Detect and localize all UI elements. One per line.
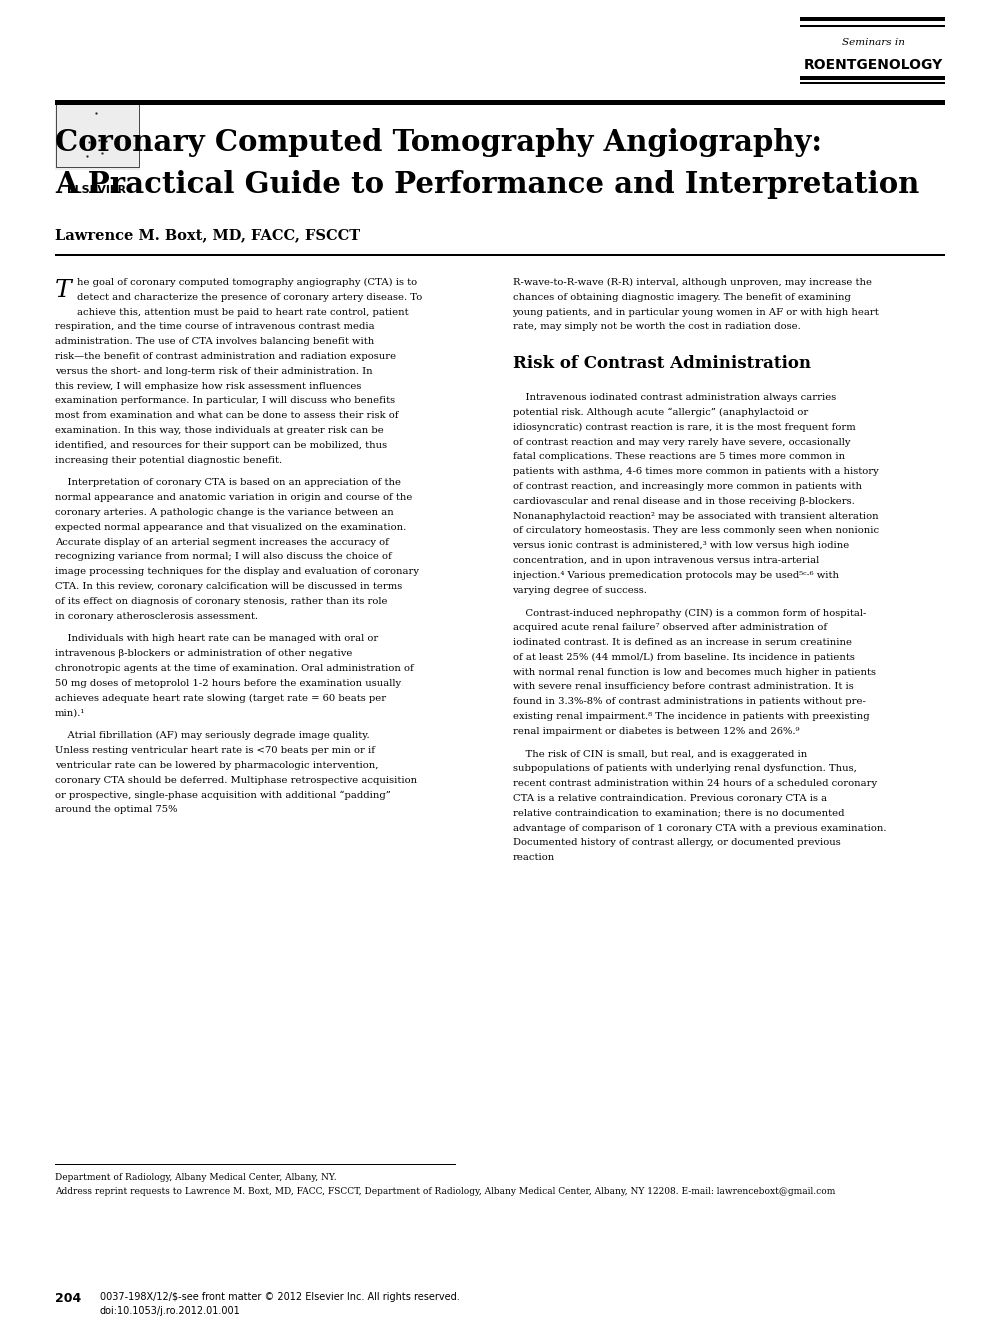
Text: Seminars in: Seminars in — [842, 38, 905, 48]
Text: achieves adequate heart rate slowing (target rate = 60 beats per: achieves adequate heart rate slowing (ta… — [55, 693, 386, 702]
Text: of contrast reaction, and increasingly more common in patients with: of contrast reaction, and increasingly m… — [513, 482, 861, 491]
Text: Nonanaphylactoid reaction² may be associated with transient alteration: Nonanaphylactoid reaction² may be associ… — [513, 512, 878, 520]
Text: Contrast-induced nephropathy (CIN) is a common form of hospital-: Contrast-induced nephropathy (CIN) is a … — [513, 609, 866, 618]
Text: examination. In this way, those individuals at greater risk can be: examination. In this way, those individu… — [55, 426, 384, 436]
Text: Interpretation of coronary CTA is based on an appreciation of the: Interpretation of coronary CTA is based … — [55, 478, 401, 487]
Text: Intravenous iodinated contrast administration always carries: Intravenous iodinated contrast administr… — [513, 393, 836, 403]
Text: chances of obtaining diagnostic imagery. The benefit of examining: chances of obtaining diagnostic imagery.… — [513, 293, 850, 302]
Bar — [800, 75, 945, 81]
Text: intravenous β-blockers or administration of other negative: intravenous β-blockers or administration… — [55, 649, 352, 659]
Text: with normal renal function is low and becomes much higher in patients: with normal renal function is low and be… — [513, 668, 875, 677]
Text: min).¹: min).¹ — [55, 709, 85, 717]
Text: this review, I will emphasize how risk assessment influences: this review, I will emphasize how risk a… — [55, 381, 361, 391]
Text: with severe renal insufficiency before contrast administration. It is: with severe renal insufficiency before c… — [513, 682, 853, 692]
Text: young patients, and in particular young women in AF or with high heart: young patients, and in particular young … — [513, 308, 879, 317]
Text: Address reprint requests to Lawrence M. Boxt, MD, FACC, FSCCT, Department of Rad: Address reprint requests to Lawrence M. … — [55, 1187, 836, 1196]
Text: ROENTGENOLOGY: ROENTGENOLOGY — [803, 58, 942, 73]
Text: found in 3.3%-8% of contrast administrations in patients without pre-: found in 3.3%-8% of contrast administrat… — [513, 697, 865, 706]
Text: doi:10.1053/j.ro.2012.01.001: doi:10.1053/j.ro.2012.01.001 — [100, 1305, 241, 1316]
Text: Coronary Computed Tomography Angiography:: Coronary Computed Tomography Angiography… — [55, 128, 822, 157]
Text: Accurate display of an arterial segment increases the accuracy of: Accurate display of an arterial segment … — [55, 537, 389, 546]
Text: recognizing variance from normal; I will also discuss the choice of: recognizing variance from normal; I will… — [55, 552, 392, 561]
Text: of circulatory homeostasis. They are less commonly seen when nonionic: of circulatory homeostasis. They are les… — [513, 527, 879, 536]
Text: image processing techniques for the display and evaluation of coronary: image processing techniques for the disp… — [55, 568, 419, 577]
Text: most from examination and what can be done to assess their risk of: most from examination and what can be do… — [55, 412, 399, 420]
Text: Risk of Contrast Administration: Risk of Contrast Administration — [513, 355, 811, 372]
Text: normal appearance and anatomic variation in origin and course of the: normal appearance and anatomic variation… — [55, 494, 413, 502]
Text: concentration, and in upon intravenous versus intra-arterial: concentration, and in upon intravenous v… — [513, 556, 819, 565]
Text: reaction: reaction — [513, 853, 554, 862]
Text: R-wave-to-R-wave (R-R) interval, although unproven, may increase the: R-wave-to-R-wave (R-R) interval, althoug… — [513, 279, 871, 288]
Text: respiration, and the time course of intravenous contrast media: respiration, and the time course of intr… — [55, 322, 374, 331]
Bar — [800, 16, 945, 21]
Text: expected normal appearance and that visualized on the examination.: expected normal appearance and that visu… — [55, 523, 406, 532]
Text: Individuals with high heart rate can be managed with oral or: Individuals with high heart rate can be … — [55, 635, 378, 643]
Text: Documented history of contrast allergy, or documented previous: Documented history of contrast allergy, … — [513, 838, 841, 847]
Text: increasing their potential diagnostic benefit.: increasing their potential diagnostic be… — [55, 455, 282, 465]
Text: injection.⁴ Various premedication protocols may be used⁵ᶜ·⁶ with: injection.⁴ Various premedication protoc… — [513, 570, 839, 579]
Text: Lawrence M. Boxt, MD, FACC, FSCCT: Lawrence M. Boxt, MD, FACC, FSCCT — [55, 228, 360, 242]
Bar — [56, 102, 139, 168]
Text: existing renal impairment.⁸ The incidence in patients with preexisting: existing renal impairment.⁸ The incidenc… — [513, 711, 869, 721]
Text: A Practical Guide to Performance and Interpretation: A Practical Guide to Performance and Int… — [55, 170, 920, 199]
Text: CTA. In this review, coronary calcification will be discussed in terms: CTA. In this review, coronary calcificat… — [55, 582, 402, 591]
Text: around the optimal 75%: around the optimal 75% — [55, 805, 177, 814]
Text: T: T — [55, 279, 71, 302]
Text: CTA is a relative contraindication. Previous coronary CTA is a: CTA is a relative contraindication. Prev… — [513, 795, 827, 803]
Text: varying degree of success.: varying degree of success. — [513, 586, 647, 594]
Text: fatal complications. These reactions are 5 times more common in: fatal complications. These reactions are… — [513, 453, 844, 462]
Text: 204: 204 — [55, 1292, 81, 1305]
Text: detect and characterize the presence of coronary artery disease. To: detect and characterize the presence of … — [77, 293, 423, 302]
Text: cardiovascular and renal disease and in those receiving β-blockers.: cardiovascular and renal disease and in … — [513, 496, 854, 506]
Text: in coronary atherosclerosis assessment.: in coronary atherosclerosis assessment. — [55, 611, 258, 620]
Text: examination performance. In particular, I will discuss who benefits: examination performance. In particular, … — [55, 396, 395, 405]
Text: acquired acute renal failure⁷ observed after administration of: acquired acute renal failure⁷ observed a… — [513, 623, 827, 632]
Text: coronary arteries. A pathologic change is the variance between an: coronary arteries. A pathologic change i… — [55, 508, 394, 517]
Text: of at least 25% (44 mmol/L) from baseline. Its incidence in patients: of at least 25% (44 mmol/L) from baselin… — [513, 653, 854, 661]
Bar — [800, 25, 945, 26]
Text: coronary CTA should be deferred. Multiphase retrospective acquisition: coronary CTA should be deferred. Multiph… — [55, 776, 417, 784]
Text: of its effect on diagnosis of coronary stenosis, rather than its role: of its effect on diagnosis of coronary s… — [55, 597, 387, 606]
Text: chronotropic agents at the time of examination. Oral administration of: chronotropic agents at the time of exami… — [55, 664, 414, 673]
Text: identified, and resources for their support can be mobilized, thus: identified, and resources for their supp… — [55, 441, 387, 450]
Bar — [55, 99, 945, 106]
Text: 0037-198X/12/$-see front matter © 2012 Elsevier Inc. All rights reserved.: 0037-198X/12/$-see front matter © 2012 E… — [100, 1292, 459, 1302]
Text: Atrial fibrillation (AF) may seriously degrade image quality.: Atrial fibrillation (AF) may seriously d… — [55, 731, 369, 741]
Text: recent contrast administration within 24 hours of a scheduled coronary: recent contrast administration within 24… — [513, 779, 876, 788]
Text: ELSEVIER: ELSEVIER — [67, 185, 127, 195]
Text: potential risk. Although acute “allergic” (anaphylactoid or: potential risk. Although acute “allergic… — [513, 408, 808, 417]
Text: rate, may simply not be worth the cost in radiation dose.: rate, may simply not be worth the cost i… — [513, 322, 800, 331]
Text: administration. The use of CTA involves balancing benefit with: administration. The use of CTA involves … — [55, 337, 374, 346]
Text: or prospective, single-phase acquisition with additional “padding”: or prospective, single-phase acquisition… — [55, 791, 391, 800]
Bar — [800, 82, 945, 84]
Text: ventricular rate can be lowered by pharmacologic intervention,: ventricular rate can be lowered by pharm… — [55, 760, 378, 770]
Text: idiosyncratic) contrast reaction is rare, it is the most frequent form: idiosyncratic) contrast reaction is rare… — [513, 422, 855, 432]
Bar — [55, 100, 140, 170]
Text: renal impairment or diabetes is between 12% and 26%.⁹: renal impairment or diabetes is between … — [513, 727, 799, 735]
Text: iodinated contrast. It is defined as an increase in serum creatinine: iodinated contrast. It is defined as an … — [513, 638, 851, 647]
Text: versus the short- and long-term risk of their administration. In: versus the short- and long-term risk of … — [55, 367, 372, 376]
Text: The risk of CIN is small, but real, and is exaggerated in: The risk of CIN is small, but real, and … — [513, 750, 807, 759]
Text: risk—the benefit of contrast administration and radiation exposure: risk—the benefit of contrast administrat… — [55, 352, 396, 360]
Text: versus ionic contrast is administered,³ with low versus high iodine: versus ionic contrast is administered,³ … — [513, 541, 849, 550]
Text: Unless resting ventricular heart rate is <70 beats per min or if: Unless resting ventricular heart rate is… — [55, 746, 375, 755]
Text: of contrast reaction and may very rarely have severe, occasionally: of contrast reaction and may very rarely… — [513, 438, 850, 446]
Text: patients with asthma, 4-6 times more common in patients with a history: patients with asthma, 4-6 times more com… — [513, 467, 878, 477]
Text: relative contraindication to examination; there is no documented: relative contraindication to examination… — [513, 809, 844, 818]
Text: he goal of coronary computed tomography angiography (CTA) is to: he goal of coronary computed tomography … — [77, 279, 417, 288]
Text: Department of Radiology, Albany Medical Center, Albany, NY.: Department of Radiology, Albany Medical … — [55, 1173, 337, 1181]
Text: advantage of comparison of 1 coronary CTA with a previous examination.: advantage of comparison of 1 coronary CT… — [513, 824, 886, 833]
Text: 50 mg doses of metoprolol 1-2 hours before the examination usually: 50 mg doses of metoprolol 1-2 hours befo… — [55, 678, 401, 688]
Text: subpopulations of patients with underlying renal dysfunction. Thus,: subpopulations of patients with underlyi… — [513, 764, 856, 774]
Text: achieve this, attention must be paid to heart rate control, patient: achieve this, attention must be paid to … — [77, 308, 409, 317]
Bar — [55, 255, 945, 256]
